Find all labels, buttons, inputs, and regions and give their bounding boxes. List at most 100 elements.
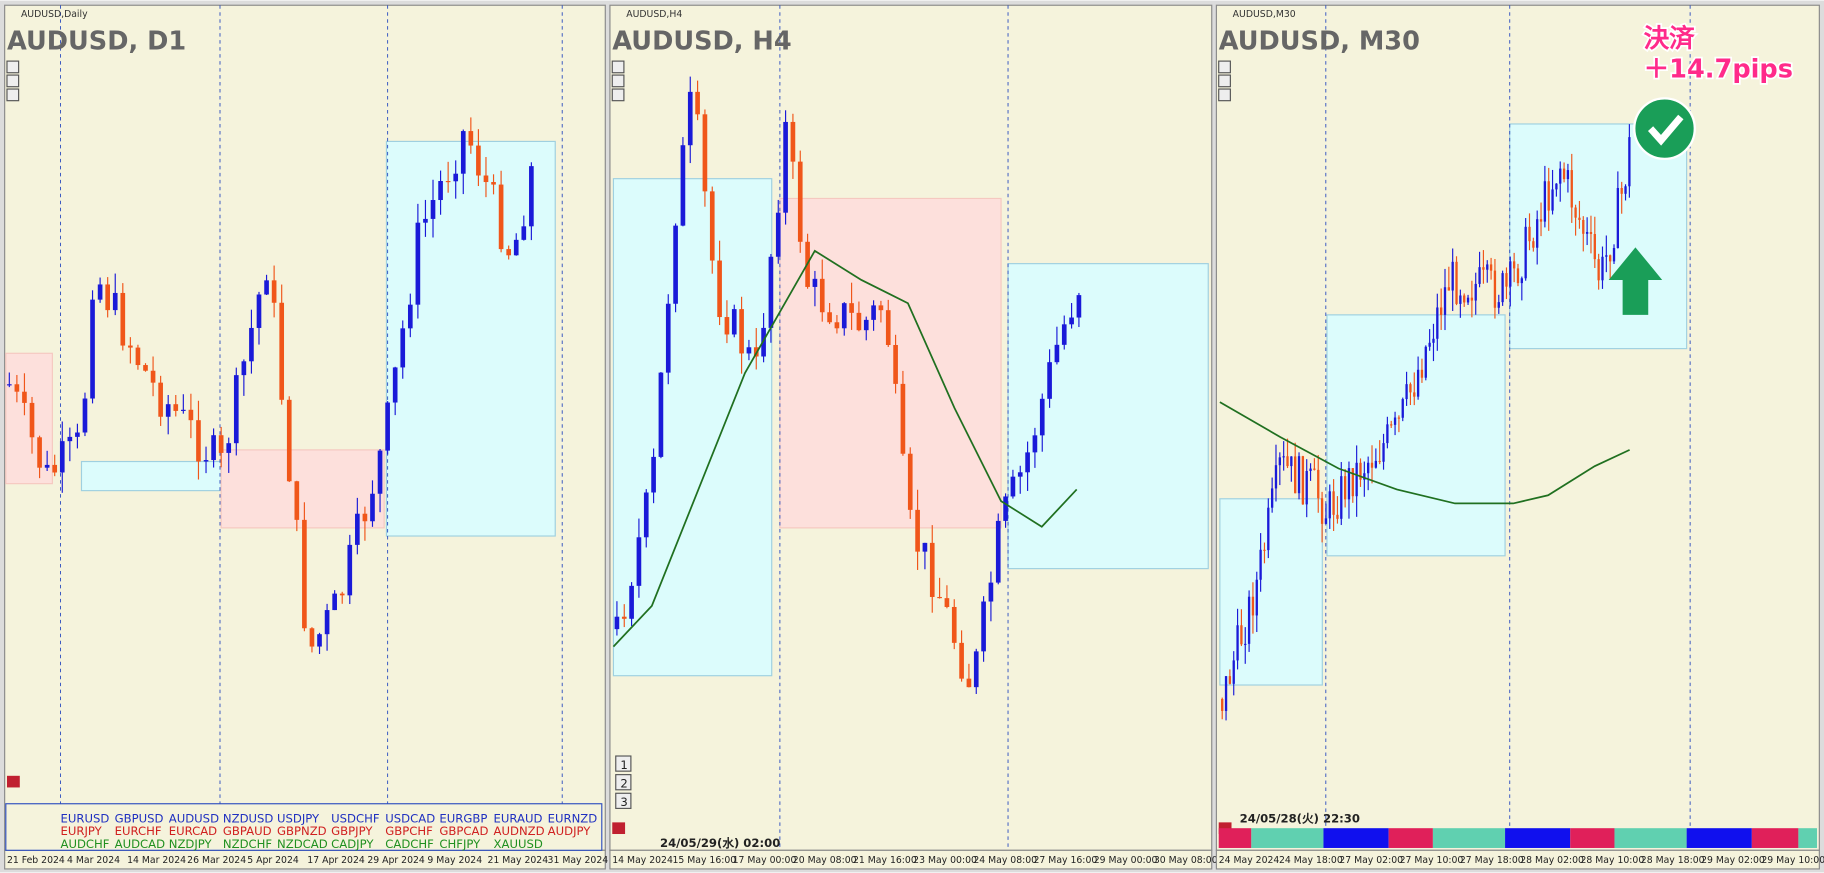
symbol-link[interactable]: NZDJPY [169, 837, 213, 851]
candle-body [885, 310, 891, 345]
symbol-link[interactable]: EURCAD [169, 824, 217, 838]
candle-body [1359, 462, 1362, 480]
candle-body [1493, 270, 1497, 308]
symbol-link[interactable]: GBPAUD [223, 824, 272, 838]
candle-body [915, 509, 920, 552]
symbol-link[interactable]: NZDCAD [277, 837, 328, 851]
candle-body [339, 593, 345, 596]
page-button[interactable] [615, 755, 632, 772]
symbol-link[interactable]: GBPJPY [331, 824, 373, 838]
candle-body [392, 367, 398, 403]
zoom-button[interactable] [611, 88, 625, 102]
candle-body [120, 292, 126, 346]
zoom-button[interactable] [6, 88, 20, 102]
symbol-link[interactable]: EURUSD [61, 811, 110, 825]
close-button[interactable] [6, 775, 20, 788]
symbol-link[interactable]: XAUUSD [494, 837, 543, 851]
candle-body [256, 294, 262, 328]
candle-body [1255, 579, 1258, 616]
candle-body [1367, 462, 1370, 474]
candle-body [1324, 518, 1328, 524]
symbol-link[interactable]: GBPCHF [385, 824, 433, 838]
symbol-link[interactable]: AUDCAD [115, 837, 165, 851]
close-button[interactable] [612, 822, 626, 835]
candle-body [922, 542, 928, 552]
symbol-link[interactable]: EURJPY [61, 824, 103, 838]
moving-average [612, 249, 1078, 648]
candle-body [317, 634, 322, 647]
symbol-link[interactable]: NZDCHF [223, 837, 272, 851]
candle-body [1609, 255, 1612, 262]
candle-body [1528, 226, 1531, 242]
candle-body [1451, 261, 1454, 291]
candle-body [112, 292, 118, 311]
symbol-link[interactable]: NZDUSD [223, 811, 273, 825]
candle-body [529, 166, 534, 227]
candle-body [188, 409, 194, 421]
candle-body [1570, 170, 1573, 208]
page-button[interactable] [615, 792, 632, 809]
candle-body [1428, 342, 1431, 347]
symbol-link[interactable]: EURAUD [494, 811, 543, 825]
symbol-link[interactable]: AUDJPY [548, 824, 592, 838]
candle-body [790, 121, 796, 162]
symbol-link[interactable]: CHFJPY [439, 837, 481, 851]
symbol-link[interactable]: AUDNZD [494, 824, 545, 838]
symbol-link[interactable]: USDCAD [385, 811, 435, 825]
candle-body [1240, 625, 1243, 645]
symbol-link[interactable]: GBPUSD [115, 811, 164, 825]
candle-body [29, 402, 35, 438]
zoom-button[interactable] [6, 60, 20, 74]
candle-body [1539, 219, 1543, 222]
zoom-button[interactable] [1218, 60, 1231, 74]
symbol-link[interactable]: CADCHF [385, 837, 434, 851]
symbol-link[interactable]: EURNZD [548, 811, 598, 825]
date-label: 15 May 16:00 [672, 855, 736, 866]
candle-body [893, 344, 898, 384]
date-label: 27 May 10:00 [1400, 855, 1464, 866]
candle-body [143, 365, 148, 371]
candle-body [332, 593, 337, 611]
date-label: 9 May 2024 [427, 855, 482, 866]
zoom-button[interactable] [611, 74, 625, 88]
candle-body [294, 481, 300, 520]
symbol-link[interactable]: USDCHF [331, 811, 380, 825]
candle-body [1582, 219, 1585, 234]
candle-body [621, 616, 627, 619]
candle-body [302, 519, 307, 629]
candle-body [1536, 219, 1539, 248]
candle-body [203, 460, 209, 462]
date-label: 29 May 00:00 [1094, 855, 1158, 866]
candle-body [468, 131, 474, 146]
zoom-button[interactable] [6, 74, 20, 88]
candle-body [1624, 186, 1627, 194]
symbol-link[interactable]: AUDUSD [169, 811, 219, 825]
candle-body [491, 182, 496, 185]
chart-header: AUDUSD,M30 [1233, 9, 1296, 20]
candle-body [415, 222, 421, 305]
zoom-button[interactable] [1218, 88, 1231, 102]
symbol-link[interactable]: EURGBP [439, 811, 487, 825]
zoom-button[interactable] [1218, 74, 1231, 88]
symbol-link[interactable]: USDJPY [277, 811, 320, 825]
candle-body [271, 280, 277, 303]
page-button[interactable] [615, 774, 632, 791]
candle-body [1405, 384, 1408, 400]
symbol-link[interactable]: GBPNZD [277, 824, 327, 838]
zoom-button[interactable] [611, 60, 625, 74]
candle-body [1386, 424, 1389, 444]
symbol-link[interactable]: GBPCAD [439, 824, 488, 838]
symbol-link[interactable]: EURCHF [115, 824, 162, 838]
candle-body [1585, 232, 1589, 234]
candle-body [1382, 443, 1385, 462]
candle-body [1290, 456, 1293, 467]
candle-body [746, 347, 752, 354]
symbol-link[interactable]: CADJPY [331, 837, 374, 851]
candle-body [279, 302, 285, 400]
candle-body [1328, 491, 1331, 519]
date-label: 21 May 16:00 [853, 855, 917, 866]
date-label: 24 May 18:00 [1279, 855, 1343, 866]
chart-panel: AUDUSD,Daily AUDUSD, D1 21 Feb 2024 4 Mar 2… [4, 4, 608, 870]
candle-body [400, 328, 406, 368]
symbol-link[interactable]: AUDCHF [61, 837, 110, 851]
